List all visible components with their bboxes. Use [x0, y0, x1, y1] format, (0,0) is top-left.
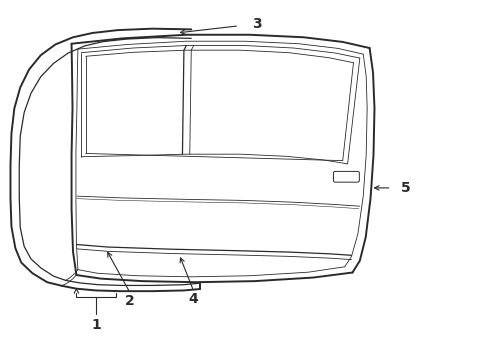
Text: 5: 5 [400, 181, 410, 195]
Text: 3: 3 [252, 17, 262, 31]
Text: 1: 1 [91, 318, 101, 332]
Text: 2: 2 [125, 294, 135, 308]
Text: 4: 4 [189, 292, 198, 306]
